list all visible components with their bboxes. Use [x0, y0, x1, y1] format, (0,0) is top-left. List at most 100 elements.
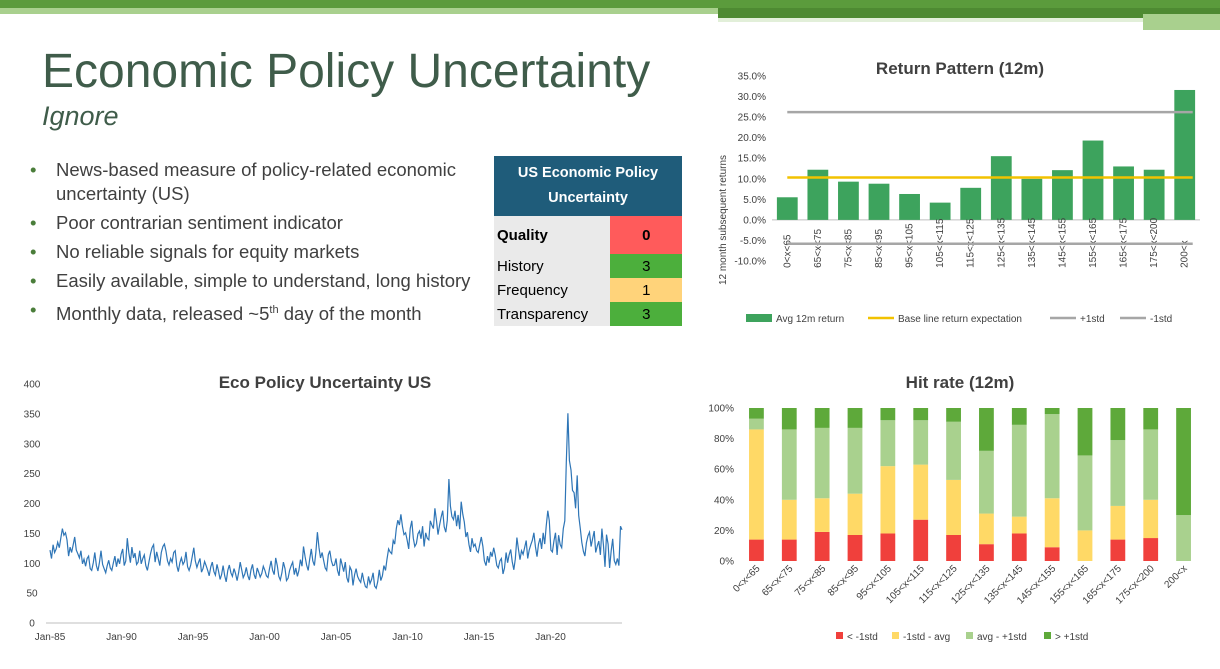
slide-title: Economic Policy Uncertainty [42, 45, 651, 98]
x-tick-label: Jan-85 [35, 632, 66, 643]
scorecard-row: History 3 [494, 254, 682, 278]
stacked-bar-segment [913, 408, 929, 421]
y-tick-label: 0 [29, 619, 35, 630]
stacked-bar-segment [880, 420, 896, 467]
x-tick-label: 85<x<95 [874, 229, 885, 268]
bullet-item: • Poor contrarian sentiment indicator [28, 211, 488, 235]
top-accent-bar-dark [718, 8, 1220, 18]
legend-label: +1std [1080, 314, 1105, 325]
y-tick-label: 20% [714, 526, 734, 537]
stacked-bar-segment [1044, 414, 1060, 499]
scorecard-label: Transparency [494, 302, 611, 326]
stacked-bar-segment [1044, 547, 1060, 561]
return-pattern-chart: Return Pattern (12m) 12 month subsequent… [718, 59, 1200, 325]
stacked-bar-segment [1110, 408, 1126, 441]
bullet-list: • News-based measure of policy-related ec… [28, 158, 488, 331]
stacked-bar-segment [749, 539, 764, 561]
bar [899, 193, 920, 220]
scorecard-table: US Economic Policy Uncertainty Quality 0 … [494, 156, 682, 326]
stacked-bar-segment [913, 519, 929, 561]
stacked-bar-segment [979, 450, 994, 514]
y-tick-label: 5.0% [743, 195, 766, 206]
x-tick-label: Jan-20 [535, 632, 566, 643]
scorecard-label: History [494, 254, 611, 278]
bullet-dot-icon: • [30, 270, 37, 291]
y-tick-label: 50 [26, 589, 38, 600]
x-tick-label: 75<x<85 [843, 229, 854, 268]
stacked-bar-segment [1110, 505, 1126, 540]
legend-swatch [836, 632, 843, 639]
epu-line-chart: Eco Policy Uncertainty US 0 50 100 150 200 25… [24, 373, 623, 643]
stacked-bar-segment [880, 466, 896, 534]
stacked-bar-segment [1176, 408, 1191, 516]
bar [929, 202, 951, 220]
bullet-text: No reliable signals for equity markets [56, 241, 360, 262]
y-tick-label: 30.0% [738, 92, 766, 103]
y-tick-label: 20.0% [738, 133, 766, 144]
stacked-bar-segment [1011, 408, 1027, 425]
stacked-bar-segment [749, 418, 764, 430]
stacked-bar-segment [1011, 424, 1027, 517]
bar [1174, 89, 1196, 220]
legend-swatch [966, 632, 973, 639]
x-tick-label: Jan-90 [106, 632, 137, 643]
y-axis-label: 12 month subsequent returns [718, 155, 729, 285]
stacked-bar-segment [979, 513, 994, 545]
series-line [49, 413, 623, 590]
y-tick-label: 350 [24, 409, 41, 420]
stacked-bar-segment [1011, 533, 1027, 561]
legend-label: Base line return expectation [898, 314, 1022, 325]
chart-title: Eco Policy Uncertainty US [219, 373, 432, 392]
bullet-dot-icon: • [30, 241, 37, 262]
bar [1143, 169, 1165, 220]
legend-label: avg - +1std [977, 632, 1027, 643]
y-tick-label: 40% [714, 495, 734, 506]
x-tick-label: 200<x [1162, 563, 1189, 590]
y-tick-label: 60% [714, 465, 734, 476]
legend-label: -1std [1150, 314, 1172, 325]
stacked-bar-segment [1110, 539, 1126, 561]
bullet-text: Easily available, simple to understand, … [56, 270, 471, 291]
bar [807, 169, 829, 220]
chart-title: Return Pattern (12m) [876, 59, 1044, 78]
stacked-bar-segment [1044, 408, 1060, 415]
scorecard-value: 0 [610, 216, 682, 254]
scorecard-row: Transparency 3 [494, 302, 682, 326]
y-tick-label: 400 [24, 380, 41, 391]
bullet-dot-icon: • [30, 299, 37, 320]
y-tick-label: 100 [24, 559, 41, 570]
legend-label: Avg 12m return [776, 314, 844, 325]
top-accent-bar-pale [718, 18, 1143, 22]
legend-label: -1std - avg [903, 632, 950, 643]
scorecard-value: 3 [610, 302, 682, 326]
x-tick-label: Jan-00 [249, 632, 280, 643]
stacked-bar-segment [847, 427, 863, 494]
bullet-text: Monthly data, released ~5 [56, 303, 270, 325]
y-tick-label: 300 [24, 439, 41, 450]
bar [1021, 178, 1043, 220]
stacked-bar-segment [1143, 429, 1159, 500]
stacked-bar-segment [1044, 498, 1060, 548]
bar [1113, 166, 1134, 220]
x-tick-label: 95<x<105 [905, 223, 916, 268]
scorecard-label: Frequency [494, 278, 611, 302]
x-tick-label: Jan-10 [392, 632, 423, 643]
bullet-dot-icon: • [30, 159, 37, 180]
stacked-bar-segment [749, 429, 764, 540]
bullet-item: • Easily available, simple to understand,… [28, 269, 488, 293]
y-tick-label: 200 [24, 499, 41, 510]
y-tick-label: 25.0% [738, 113, 766, 124]
stacked-bar-segment [1176, 515, 1191, 561]
bullet-item: • News-based measure of policy-related ec… [28, 158, 488, 206]
y-tick-label: 250 [24, 469, 41, 480]
stacked-bar-segment [1143, 538, 1159, 561]
scorecard-row: Frequency 1 [494, 278, 682, 302]
x-tick-label: 0<x<65 [782, 234, 793, 268]
stacked-bar-segment [814, 427, 830, 499]
bullet-text: day of the month [278, 303, 422, 325]
stacked-bar-segment [781, 499, 797, 540]
stacked-bar-segment [946, 421, 961, 480]
x-tick-label: Jan-15 [464, 632, 495, 643]
stacked-bar-segment [781, 539, 797, 561]
stacked-bar-segment [946, 479, 961, 535]
